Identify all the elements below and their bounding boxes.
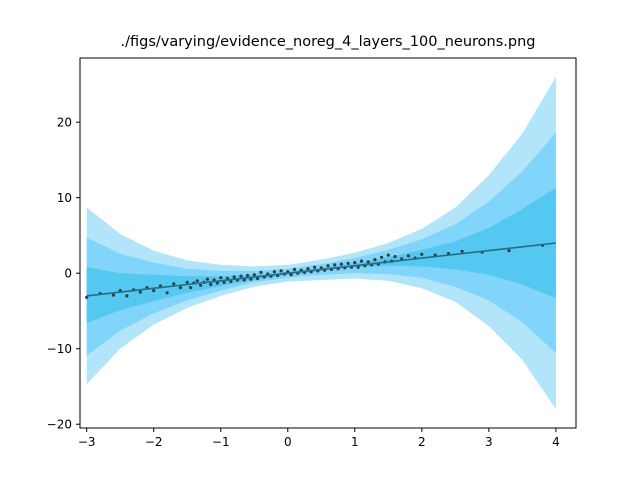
data-point (292, 267, 297, 271)
data-point (313, 265, 317, 269)
data-point (229, 279, 233, 284)
data-point (386, 253, 390, 257)
data-point (185, 280, 189, 284)
y-axis-ticks: −20 −10 0 10 20 (47, 116, 80, 432)
data-point (326, 264, 330, 268)
x-axis-ticks: −3 −2 −1 0 1 2 3 4 (78, 428, 560, 449)
data-point (249, 277, 253, 281)
confidence-bands (86, 76, 556, 410)
x-tick-label: −3 (78, 435, 96, 449)
data-point (172, 282, 176, 286)
x-tick-label: 0 (284, 435, 292, 449)
data-point (333, 263, 337, 267)
data-point (215, 281, 219, 285)
y-tick-label: 0 (64, 267, 72, 281)
data-point (393, 255, 397, 259)
mean-line-group (86, 242, 556, 297)
data-point (199, 283, 203, 287)
data-point (373, 258, 377, 262)
y-tick-label: −20 (47, 418, 72, 432)
data-point (125, 294, 129, 298)
data-point (356, 265, 360, 269)
data-point (178, 286, 183, 290)
data-point (420, 252, 424, 256)
data-point (460, 249, 464, 253)
data-point (111, 293, 116, 297)
y-tick-label: 10 (57, 191, 72, 205)
data-point (507, 249, 511, 253)
x-tick-label: −2 (145, 435, 163, 449)
data-point (205, 277, 209, 281)
data-point (232, 275, 236, 279)
mean-line (86, 242, 556, 297)
band-inner (86, 187, 556, 323)
data-point (406, 254, 410, 258)
y-tick-label: −10 (47, 342, 72, 356)
data-point (256, 276, 260, 281)
data-point (259, 270, 263, 274)
data-point (222, 280, 226, 284)
x-tick-label: 2 (418, 435, 426, 449)
data-point (353, 261, 357, 265)
plot-frame (79, 57, 577, 429)
data-point (366, 260, 370, 264)
x-tick-label: −1 (212, 435, 230, 449)
data-point (346, 261, 350, 265)
data-point (279, 269, 283, 273)
data-point (306, 267, 310, 271)
data-point (246, 273, 250, 278)
data-point (195, 279, 199, 283)
data-point (138, 290, 142, 294)
y-tick-label: 20 (57, 116, 72, 130)
data-point (339, 262, 343, 266)
data-point (219, 276, 223, 280)
data-point (289, 273, 293, 277)
data-point (189, 286, 193, 290)
data-point (239, 274, 243, 278)
x-tick-label: 4 (552, 435, 560, 449)
data-point (165, 291, 169, 295)
data-point (152, 289, 156, 293)
data-point (242, 278, 246, 282)
x-tick-label: 3 (485, 435, 493, 449)
data-point (359, 259, 364, 263)
data-point (252, 273, 256, 277)
data-point (209, 282, 213, 287)
x-tick-label: 1 (351, 435, 359, 449)
data-point (272, 270, 276, 274)
data-point (380, 255, 384, 259)
chart-title: ./figs/varying/evidence_noreg_4_layers_1… (120, 34, 536, 50)
